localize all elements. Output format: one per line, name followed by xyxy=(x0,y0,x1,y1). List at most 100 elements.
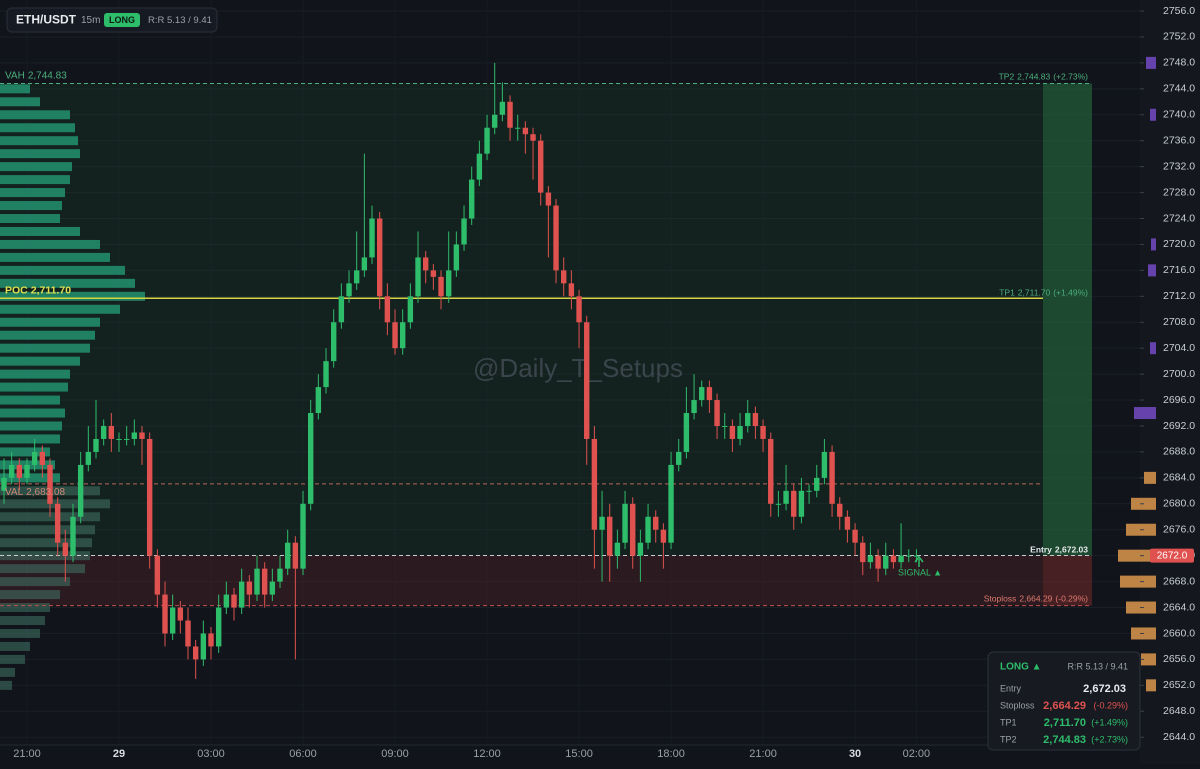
candle-body xyxy=(607,516,613,556)
candle-body xyxy=(47,464,53,504)
profile-bar xyxy=(0,317,100,327)
x-tick-label: 02:00 xyxy=(903,748,931,760)
candle-body xyxy=(315,387,322,414)
candle-body xyxy=(100,425,107,439)
candle-body xyxy=(584,322,590,439)
panel-entry-name: Entry xyxy=(1000,683,1022,693)
profile-bar xyxy=(0,369,70,379)
y-tick-label: 2720.0 xyxy=(1163,238,1195,250)
profile-bar xyxy=(0,603,50,613)
profile-bar xyxy=(0,188,65,198)
axes: 2756.0 2752.0 2748.0 2744.0 2740.0 2736.0 2732… xyxy=(0,5,1195,760)
x-tick-label: 12:00 xyxy=(473,748,501,760)
y-tick-label: 2700.0 xyxy=(1163,368,1195,380)
profile-bar xyxy=(0,214,60,224)
candle-body xyxy=(645,516,651,543)
profile-bar xyxy=(0,136,78,146)
entry-label-part: 2,672.03 xyxy=(1055,545,1088,555)
panel-entry-value: 2,672.03 xyxy=(1083,683,1126,695)
x-tick-label: 29 xyxy=(113,748,125,760)
candle-body xyxy=(614,542,621,556)
profile-bar xyxy=(0,525,95,535)
candle-body xyxy=(93,438,99,452)
stoploss-label-part: 2,664.29 xyxy=(1019,594,1052,604)
candle-body xyxy=(668,464,674,543)
candle-body xyxy=(70,516,76,556)
y-tick-label: 2648.0 xyxy=(1163,705,1195,717)
tp2-label-part: TP2 xyxy=(999,72,1015,82)
profile-bar xyxy=(0,590,60,600)
candle-body xyxy=(200,633,207,660)
candle-body xyxy=(261,568,268,595)
risk-reward: R:R 5.13 / 9.41 xyxy=(148,15,212,26)
candle-body xyxy=(300,503,306,569)
panel-tp2-value: 2,744.83 xyxy=(1043,734,1086,746)
signal-arrow xyxy=(914,555,924,567)
candle-body xyxy=(292,542,299,569)
panel-rr: R:R 5.13 / 9.41 xyxy=(1067,661,1128,671)
x-tick-label: 15:00 xyxy=(565,748,593,760)
candle-body xyxy=(637,542,644,556)
profit-zone xyxy=(0,83,1043,556)
liquidity-bar xyxy=(1146,56,1156,69)
vah-label-part: VAH xyxy=(5,70,25,81)
timeframe: 15m xyxy=(81,15,100,26)
y-tick-label: 2740.0 xyxy=(1163,109,1195,121)
profile-bar xyxy=(0,421,62,431)
candle-body xyxy=(246,581,253,595)
panel-tp2-name: TP2 xyxy=(1000,734,1017,744)
candle-body xyxy=(85,451,92,465)
y-tick-label: 2712.0 xyxy=(1163,290,1195,302)
candle-body xyxy=(62,542,69,556)
candle-body xyxy=(476,153,483,180)
y-tick-label: 2696.0 xyxy=(1163,394,1195,406)
val-label-part: 2,683.08 xyxy=(26,486,65,497)
vah-label: VAH 2,744.83 xyxy=(5,70,67,81)
profile-bar xyxy=(0,473,60,483)
profile-bar xyxy=(0,175,70,185)
entry-label: Entry 2,672.03 xyxy=(1030,545,1088,555)
candle-body xyxy=(185,620,191,647)
liquidity-bar xyxy=(1120,575,1156,588)
candle-body xyxy=(913,555,920,557)
candle-body xyxy=(722,425,728,427)
liquidity-bar xyxy=(1148,264,1156,277)
level-lines xyxy=(0,82,1092,607)
candle-body xyxy=(906,555,912,557)
y-tick-label: 2736.0 xyxy=(1163,134,1195,146)
candle-body xyxy=(630,503,636,556)
candle-body xyxy=(561,270,567,284)
profile-bar xyxy=(0,123,75,133)
y-tick-label: 2716.0 xyxy=(1163,264,1195,276)
y-tick-label: 2708.0 xyxy=(1163,316,1195,328)
candle-body xyxy=(676,451,682,465)
candle-body xyxy=(323,361,329,388)
candle-body xyxy=(361,257,368,271)
candle-body xyxy=(699,387,705,401)
candle-body xyxy=(499,101,506,115)
tp1-label-part: TP1 xyxy=(999,288,1015,298)
x-tick-label: 30 xyxy=(849,748,861,760)
signal-label: SIGNAL ▲ xyxy=(898,567,942,577)
candle-body xyxy=(1,477,7,491)
liquidity-bar xyxy=(1141,653,1156,666)
profile-bar xyxy=(0,252,110,262)
candle-body xyxy=(821,451,828,478)
profile-bar xyxy=(0,162,72,172)
loss-zone-edge xyxy=(1043,555,1092,606)
candle-body xyxy=(752,413,759,426)
profile-bar xyxy=(0,577,70,587)
candle-body xyxy=(330,322,337,362)
candle-body xyxy=(783,490,789,504)
candle-body xyxy=(338,296,345,323)
candle-body xyxy=(384,296,391,323)
liquidity-bar xyxy=(1118,549,1156,562)
panel-tp2-change: (+2.73%) xyxy=(1091,734,1128,744)
candle-body xyxy=(123,438,130,440)
panel-title: LONG ▲ xyxy=(1000,662,1042,673)
side-badge xyxy=(104,13,140,27)
candle-body xyxy=(446,270,452,297)
candle-body xyxy=(108,425,115,439)
profile-bar xyxy=(0,149,80,159)
candle-body xyxy=(760,425,766,439)
